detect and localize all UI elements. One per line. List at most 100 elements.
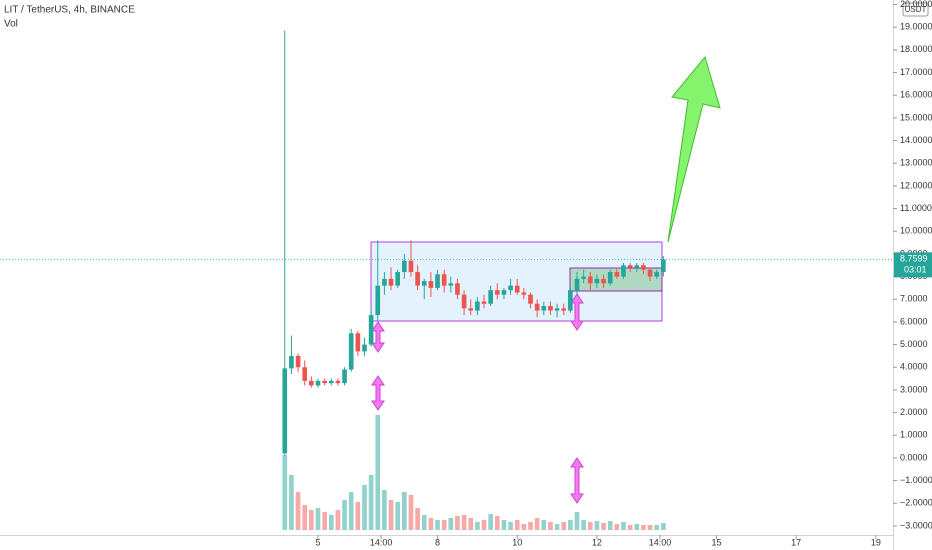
candle-body bbox=[335, 380, 341, 384]
candle-body bbox=[455, 283, 460, 295]
y-tick-label: −2.0000 bbox=[900, 498, 932, 508]
currency-box[interactable] bbox=[902, 2, 929, 17]
candle-body bbox=[475, 301, 480, 311]
volume-bar bbox=[448, 518, 454, 530]
candle-body bbox=[661, 259, 666, 273]
volume-bar bbox=[408, 495, 414, 530]
y-tick-label: 7.0000 bbox=[900, 294, 928, 304]
volume-bar bbox=[494, 516, 500, 530]
pink-arrow bbox=[371, 375, 385, 411]
volume-bar bbox=[335, 510, 341, 530]
volume-bar bbox=[647, 525, 653, 530]
volume-bar bbox=[282, 455, 288, 530]
candle-body bbox=[654, 272, 660, 277]
volume-bar bbox=[521, 524, 527, 530]
currency[interactable]: USDT bbox=[905, 5, 927, 14]
pink-arrow bbox=[570, 457, 584, 504]
candle-body bbox=[388, 278, 394, 286]
candle-body bbox=[574, 278, 580, 291]
candle-body bbox=[435, 274, 440, 288]
candle-body bbox=[315, 380, 321, 386]
y-tick-label: 14.0000 bbox=[900, 135, 932, 145]
candle-body bbox=[441, 274, 447, 286]
volume-bar bbox=[395, 502, 401, 530]
y-tick-label: 1.0000 bbox=[900, 430, 928, 440]
y-tick-label: −1.0000 bbox=[900, 475, 932, 485]
candle-body bbox=[468, 308, 474, 311]
volume-bar bbox=[362, 485, 367, 530]
candle-body bbox=[634, 265, 640, 268]
candle-body bbox=[607, 272, 613, 284]
candle-body bbox=[521, 292, 527, 295]
candle-body bbox=[488, 290, 493, 304]
candle-body bbox=[328, 380, 334, 384]
volume-bar bbox=[315, 508, 321, 530]
y-tick-label: 4.0000 bbox=[900, 362, 928, 372]
candle-body bbox=[302, 367, 308, 381]
candle-body bbox=[581, 276, 586, 279]
candle-body bbox=[621, 265, 626, 277]
candle-body bbox=[501, 290, 507, 295]
candle-body bbox=[362, 344, 367, 352]
candle-body bbox=[309, 380, 314, 386]
candle-body bbox=[548, 306, 553, 311]
volume-bar bbox=[348, 492, 354, 530]
volume-bar bbox=[289, 475, 294, 530]
volume-bar bbox=[568, 520, 573, 530]
candle-body bbox=[415, 272, 420, 286]
volume-bar bbox=[382, 490, 387, 530]
candle-body bbox=[295, 355, 301, 368]
volume-bar bbox=[322, 512, 327, 530]
volume-bar bbox=[309, 510, 314, 530]
volume-bar bbox=[415, 508, 420, 530]
candle-body bbox=[528, 294, 533, 304]
candle-body bbox=[601, 278, 606, 284]
candle-body bbox=[368, 315, 374, 345]
volume-bar bbox=[475, 522, 480, 530]
candle-body bbox=[289, 355, 294, 369]
candle-body bbox=[382, 278, 387, 286]
candle-body bbox=[594, 278, 600, 284]
volume-bar bbox=[455, 516, 460, 530]
y-tick-label: 16.0000 bbox=[900, 90, 932, 100]
candle-body bbox=[421, 281, 427, 286]
volume-bar bbox=[421, 515, 427, 530]
last-price-label: 8.7599 bbox=[900, 254, 928, 264]
candle-body bbox=[375, 285, 381, 316]
candle-body bbox=[448, 283, 454, 286]
consolidation-box bbox=[569, 267, 663, 292]
x-tick-label: 5 bbox=[315, 537, 320, 547]
pink-arrow bbox=[570, 293, 584, 331]
y-tick-label: 20.0000 bbox=[900, 0, 932, 9]
volume-bar bbox=[574, 512, 580, 530]
volume-bar bbox=[388, 500, 394, 530]
candle-body bbox=[554, 308, 560, 311]
volume-bar bbox=[581, 520, 586, 530]
candle-body bbox=[481, 301, 487, 304]
x-tick-label: 19 bbox=[871, 537, 881, 547]
last-price-tag bbox=[894, 252, 932, 278]
volume-bar bbox=[355, 502, 361, 530]
y-tick-label: 18.0000 bbox=[900, 44, 932, 54]
volume-bar bbox=[607, 521, 613, 530]
y-tick-label: 13.0000 bbox=[900, 158, 932, 168]
candle-body bbox=[494, 290, 500, 295]
candle-body bbox=[627, 265, 633, 268]
volume-bar bbox=[435, 520, 440, 530]
volume-bar bbox=[468, 518, 474, 530]
candle-body bbox=[641, 265, 646, 270]
x-tick-label: 8 bbox=[435, 537, 440, 547]
volume-bar bbox=[554, 524, 560, 530]
x-tick-label: 15 bbox=[711, 537, 721, 547]
y-tick-label: 5.0000 bbox=[900, 339, 928, 349]
volume-bar bbox=[488, 514, 493, 530]
x-tick-label: 12 bbox=[592, 537, 602, 547]
volume-bar bbox=[461, 515, 467, 530]
candle-body bbox=[428, 281, 434, 288]
volume-bar bbox=[548, 522, 553, 530]
y-tick-label: 0.0000 bbox=[900, 452, 928, 462]
volume-bar bbox=[654, 525, 660, 530]
volume-bar bbox=[481, 520, 487, 530]
y-tick-label: 11.0000 bbox=[900, 203, 932, 213]
